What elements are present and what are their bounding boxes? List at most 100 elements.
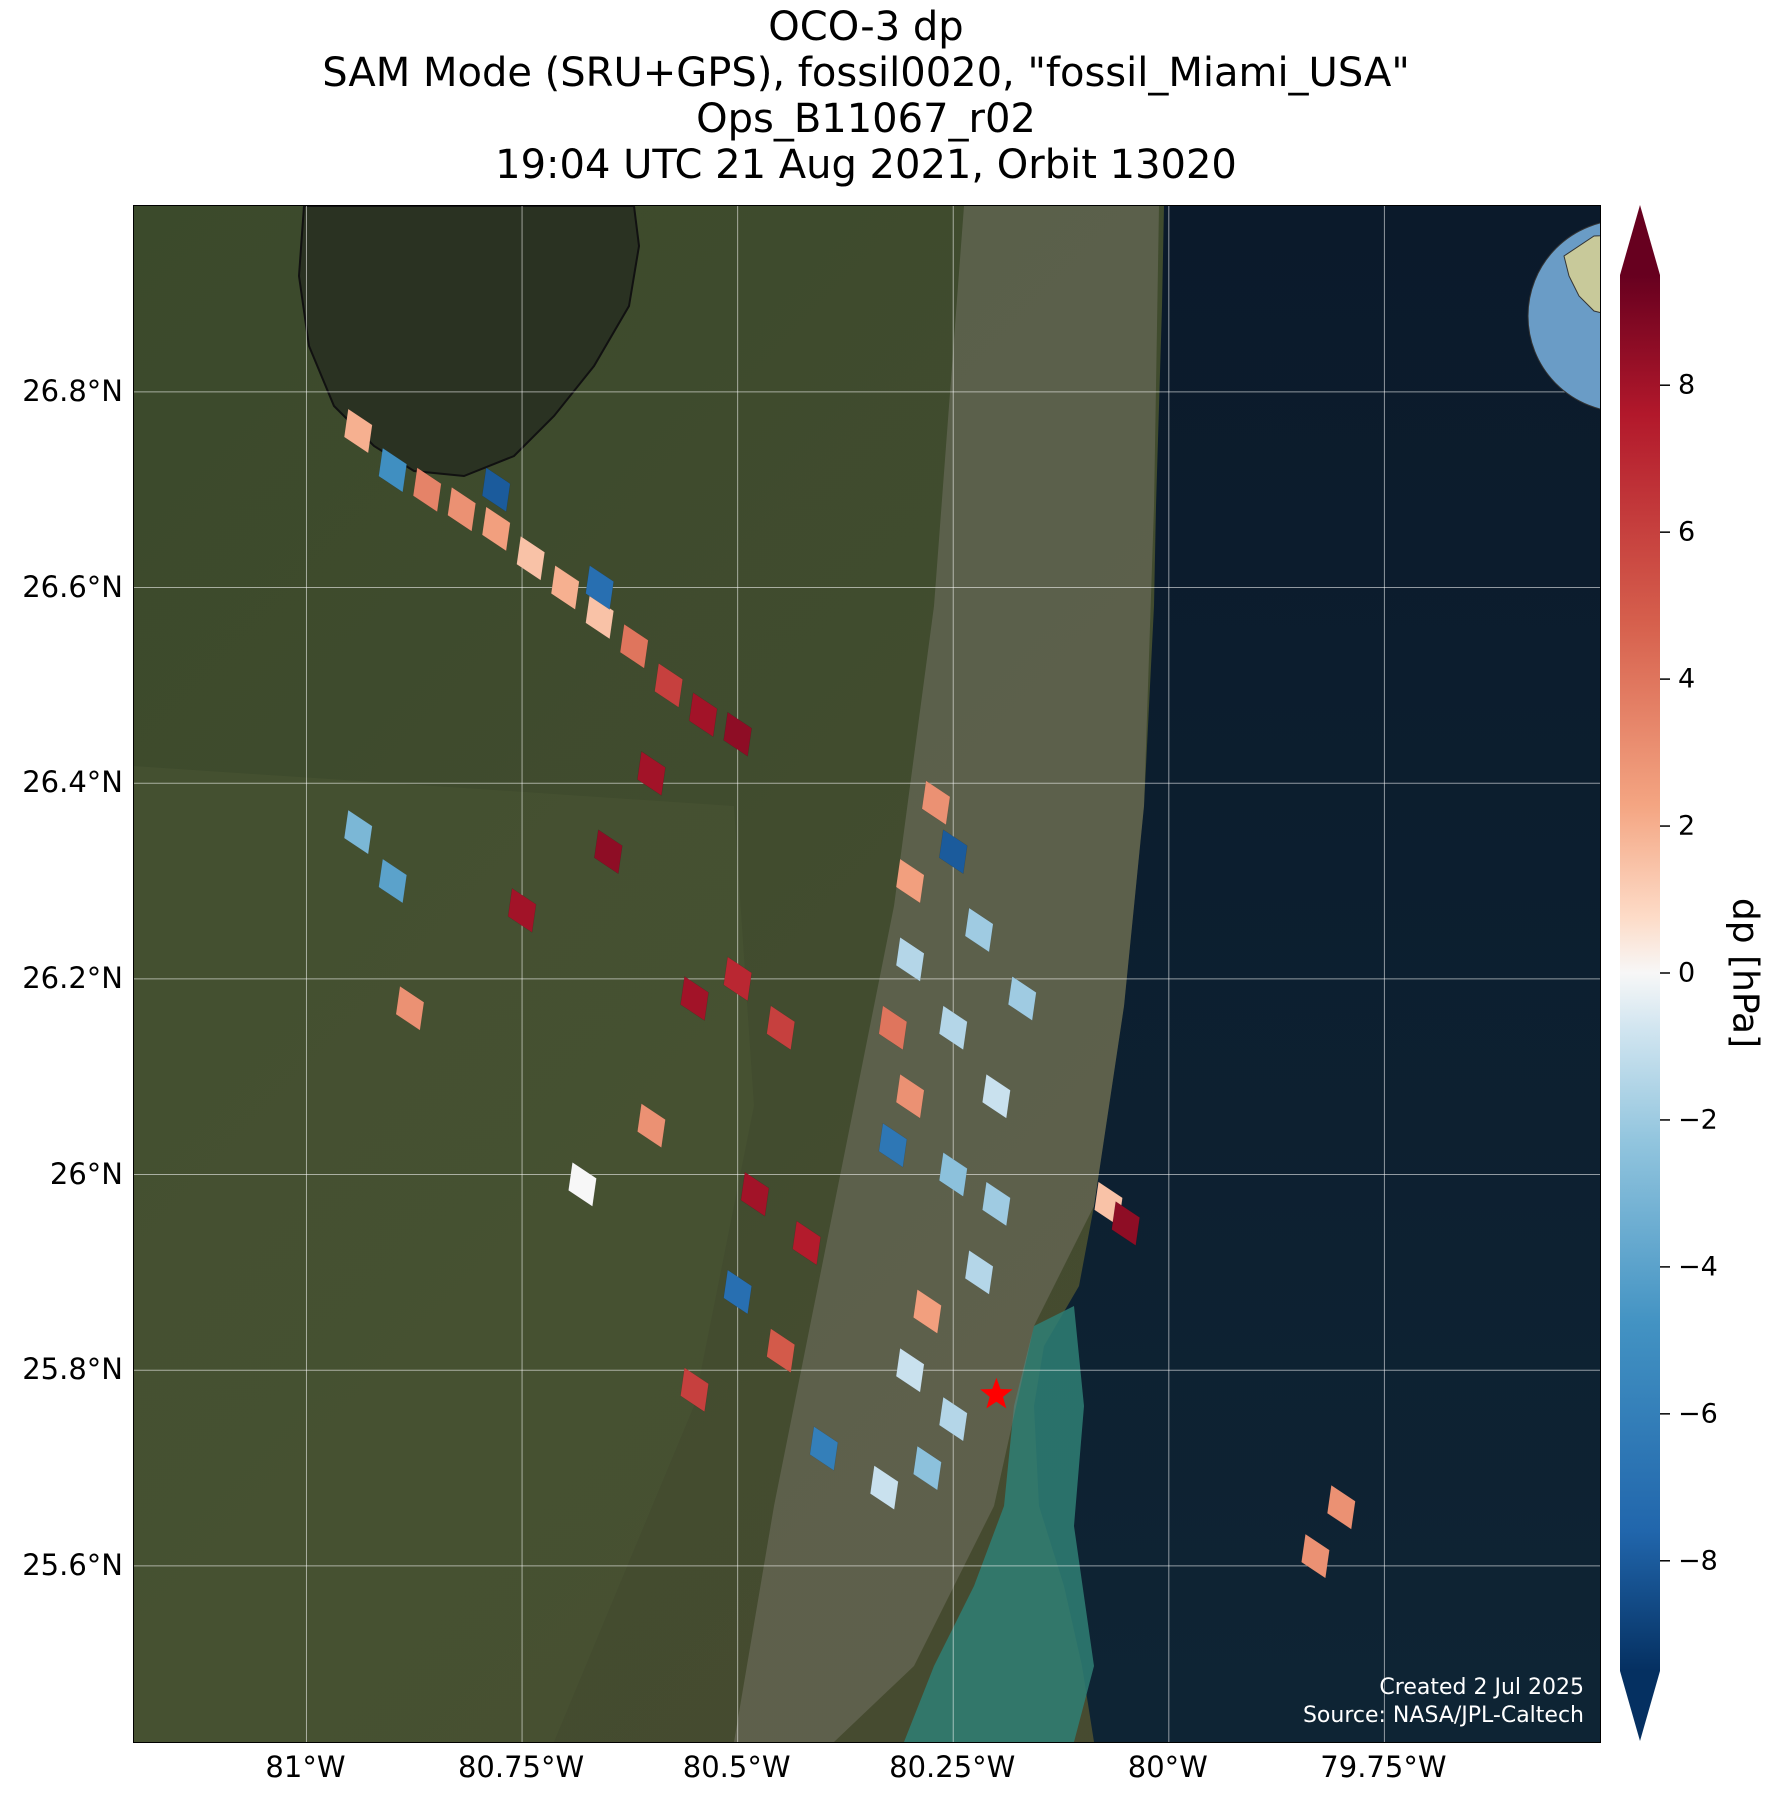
sounding-footprint [982,1073,1011,1119]
title-line-4: 19:04 UTC 21 Aug 2021, Orbit 13020 [495,142,1237,188]
sounding-footprint [343,408,373,454]
gridlines [134,206,1600,1742]
sounding-footprint [938,1005,968,1051]
sounding-footprint [766,1328,796,1374]
colorbar-tick-label: −6 [1678,1398,1718,1430]
lake-okeechobee [297,206,641,478]
sounding-footprint [585,565,614,610]
sounding-footprint [568,1161,597,1207]
sounding-footprint [740,1171,770,1217]
sounding-footprint [895,858,925,904]
credit-created: Created 2 Jul 2025 [1379,1675,1584,1700]
colorbar [1620,205,1670,1741]
sounding-footprint [654,662,683,708]
colorbar-tick-label: −2 [1678,1104,1718,1136]
sounding-footprint [378,858,407,904]
sounding-footprint [792,1220,821,1266]
sounding-footprint [938,1396,968,1442]
globe-north-america [1563,235,1600,314]
sounding-footprint [395,985,425,1031]
credit-text: Created 2 Jul 2025 Source: NASA/JPL-Calt… [1303,1674,1584,1730]
colorbar-extend-top [1620,205,1660,275]
credit-source: Source: NASA/JPL-Caltech [1302,1703,1584,1728]
lon-tick-label: 79.75°W [1320,1750,1447,1784]
sounding-footprint [878,1005,908,1051]
lon-tick-label: 80.5°W [682,1750,791,1784]
sounding-footprint [938,1152,968,1197]
ocean [1034,206,1600,1742]
sounding-footprint [869,1465,899,1511]
sounding-footprint [878,1122,908,1168]
title-line-2: SAM Mode (SRU+GPS), fossil0020, "fossil_… [322,50,1410,96]
sounding-footprint [913,1445,942,1491]
lat-tick-label: 26.8°N [22,373,123,408]
inset-globe [1527,222,1600,410]
biscayne-bay [904,1306,1094,1742]
figure-title: OCO-3 dp SAM Mode (SRU+GPS), fossil0020,… [133,4,1599,188]
colorbar-body [1620,275,1660,1671]
colorbar-tick-label: −8 [1678,1545,1718,1577]
sounding-footprint [766,1005,796,1051]
map-panel[interactable]: Created 2 Jul 2025 Source: NASA/JPL-Calt… [133,205,1601,1743]
sounding-footprint [1327,1484,1356,1530]
sounding-footprint [637,751,666,796]
sounding-footprint [913,1289,942,1334]
sounding-footprint [680,1367,709,1413]
lon-tick-label: 80.75°W [457,1750,585,1784]
sounding-footprint [343,809,373,855]
sounding-footprint [723,1269,752,1315]
sounding-footprint [895,1347,925,1393]
sounding-footprint [447,486,476,532]
colorbar-tick-label: 6 [1678,516,1696,548]
sounding-footprint [507,887,537,933]
sounding-footprint [895,1073,925,1119]
sounding-footprint [964,907,994,953]
sounding-footprint [378,447,407,493]
sounding-footprint [723,711,752,757]
colorbar-tick-label: 4 [1678,663,1696,695]
sounding-footprint [1301,1533,1330,1579]
sounding-footprint [1111,1201,1140,1246]
sounding-footprint [550,565,580,610]
colorbar-tick-label: 0 [1678,957,1696,989]
sounding-footprint [481,506,511,552]
colorbar-label: dp [hPa] [1724,897,1766,1049]
map-canvas[interactable] [134,206,1600,1742]
lat-tick-label: 25.6°N [22,1547,123,1582]
sounding-footprint [982,1181,1011,1227]
sounding-footprint [412,467,442,513]
sounding-footprint [481,467,511,513]
sounding-footprint [594,829,623,875]
lat-tick-label: 26.4°N [22,765,123,800]
lon-tick-label: 81°W [265,1750,346,1784]
sounding-footprint [809,1426,839,1471]
soundings-layer [343,408,1356,1579]
sounding-footprint [964,1249,994,1295]
sounding-footprint [680,976,709,1021]
lat-tick-label: 25.8°N [22,1352,123,1387]
lat-tick-label: 26.2°N [22,960,123,995]
sounding-footprint [619,623,649,669]
sounding-footprint [921,780,951,826]
lat-tick-label: 26.6°N [22,569,123,604]
colorbar-tick-label: 8 [1678,369,1696,401]
colorbar-tick-label: 2 [1678,810,1696,842]
sounding-footprint [516,535,545,581]
title-line-3: Ops_B11067_r02 [696,96,1036,142]
colorbar-tick-label: −4 [1678,1251,1718,1283]
sounding-footprint [688,692,718,738]
lon-tick-label: 80°W [1127,1750,1208,1784]
lon-tick-label: 80.25°W [889,1750,1016,1784]
sounding-footprint [938,829,968,875]
sounding-footprint [723,956,752,1002]
colorbar-extend-bottom [1620,1671,1660,1741]
title-line-1: OCO-3 dp [768,4,964,50]
sounding-footprint [1007,976,1037,1021]
colorbar-tick-marks [1660,384,1670,1562]
target-star-icon[interactable] [980,1377,1013,1409]
sounding-footprint [637,1103,666,1149]
lat-tick-label: 26°N [49,1156,123,1191]
everglades-wetland [134,766,754,1742]
urban-corridor [734,206,1159,1742]
sounding-footprint [895,936,925,982]
